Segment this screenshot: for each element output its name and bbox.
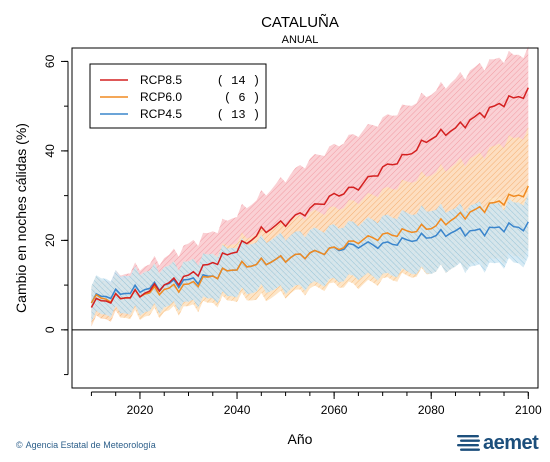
series-line-rcp60 xyxy=(90,185,529,304)
x-tick-label: 2080 xyxy=(418,403,445,417)
legend-count: ( 14 ) xyxy=(217,74,260,88)
legend-count: ( 6 ) xyxy=(224,91,260,105)
aemet-logo-text: aemet xyxy=(483,432,539,454)
x-tick-label: 2040 xyxy=(224,403,251,417)
legend-box xyxy=(89,63,267,129)
series-line-rcp85 xyxy=(90,87,529,308)
aemet-logo: aemet xyxy=(457,432,545,456)
legend-label: RCP6.0 xyxy=(140,90,182,104)
agency-credit: © Agencia Estatal de Meteorología xyxy=(16,440,156,450)
y-tick-label: 0 xyxy=(43,326,57,333)
copyright-icon: © xyxy=(16,440,23,450)
band-rcp45 xyxy=(91,193,529,323)
band-rcp85 xyxy=(91,46,529,327)
uncertainty-bands xyxy=(91,46,529,327)
aemet-logo-icon xyxy=(457,435,480,451)
series-lines xyxy=(90,87,529,308)
x-axis-label: Año xyxy=(288,431,313,447)
y-tick-label: 20 xyxy=(43,233,57,247)
x-tick-label: 2100 xyxy=(515,403,542,417)
agency-name: Agencia Estatal de Meteorología xyxy=(25,440,156,450)
y-tick-label: 40 xyxy=(43,144,57,158)
chart-title: CATALUÑA xyxy=(261,14,339,31)
chart-subtitle: ANUAL xyxy=(282,34,319,46)
legend-label: RCP8.5 xyxy=(140,73,182,87)
y-tick-label: 60 xyxy=(43,54,57,68)
y-axis-label: Cambio en noches cálidas (%) xyxy=(13,123,29,313)
x-axis: 2020 2040 2060 2080 2100 xyxy=(90,391,542,417)
legend-label: RCP4.5 xyxy=(140,107,182,121)
x-tick-label: 2060 xyxy=(321,403,348,417)
y-axis: 0 20 40 60 xyxy=(43,54,69,376)
x-tick-label: 2020 xyxy=(127,403,154,417)
plot-frame xyxy=(71,47,539,389)
legend: RCP8.5 ( 14 ) RCP6.0 ( 6 ) RCP4.5 ( 13 ) xyxy=(89,63,267,129)
legend-count: ( 13 ) xyxy=(217,108,260,122)
